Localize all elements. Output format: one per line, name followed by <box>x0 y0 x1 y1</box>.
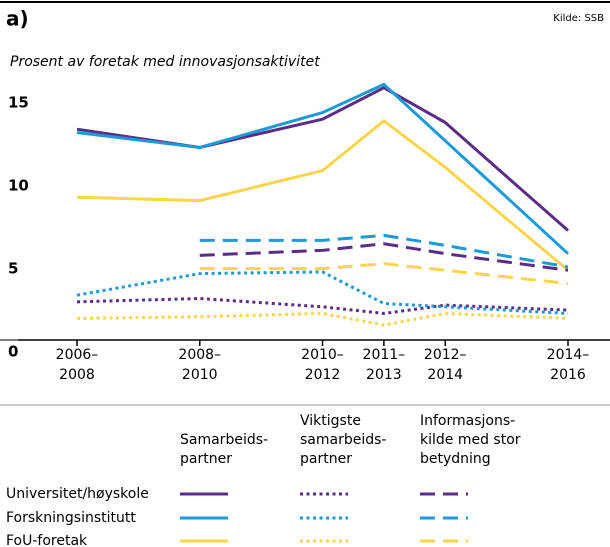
x-tick-label: 2010– 2012 <box>301 347 344 383</box>
y-tick-label: 5 <box>8 260 18 278</box>
legend-row-label: FoU-foretak <box>6 533 88 547</box>
series-line <box>76 311 569 327</box>
source: Kilde: SSB <box>553 13 604 24</box>
subtitle: Prosent av foretak med innovasjonsaktivi… <box>10 54 320 70</box>
x-tick-label: 2011– 2013 <box>362 347 406 383</box>
y-tick-label: 15 <box>8 94 29 112</box>
series-line <box>199 242 569 272</box>
legend-column-header: Samarbeids- partner <box>180 432 269 467</box>
legend-row-label: Forskningsinstitutt <box>6 510 136 526</box>
y-tick-label: 0 <box>8 343 18 361</box>
series-line <box>76 296 569 315</box>
x-tick-label: 2014– 2016 <box>546 347 590 383</box>
y-tick-label: 10 <box>8 177 29 195</box>
panel-label: a) <box>6 7 29 31</box>
x-tick-label: 2006– 2008 <box>55 347 99 383</box>
series-line <box>199 233 569 269</box>
x-tick-label: 2012– 2014 <box>423 347 467 383</box>
series-line <box>199 262 569 286</box>
legend-row-label: Universitet/høyskole <box>6 486 149 502</box>
x-tick-label: 2008– 2010 <box>178 347 222 383</box>
series-line <box>76 270 569 315</box>
series-line <box>76 118 569 272</box>
series-line <box>76 82 570 255</box>
legend-column-header: Viktigste samarbeids- partner <box>300 413 387 467</box>
legend-column-header: Informasjons- kilde med stor betydning <box>420 413 521 467</box>
